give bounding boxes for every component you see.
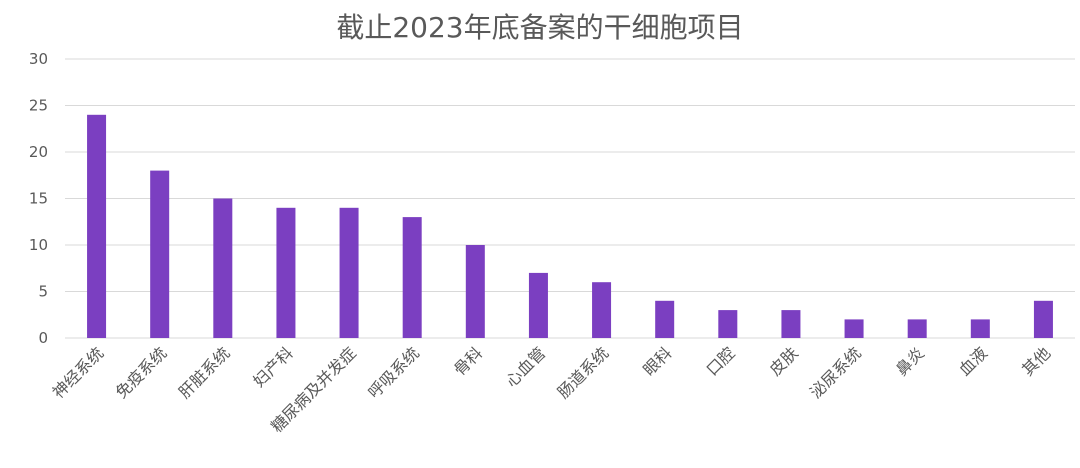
x-tick-label: 呼吸系统 [364, 343, 423, 402]
bar-8 [592, 282, 612, 338]
x-axis-ticks: 神经系统 免疫系统 肝脏系统 妇产科糖尿病及并发症 呼吸系统 骨科 心血管 肠道系统 眼科 口腔皮… [49, 343, 1055, 436]
bar-14 [970, 319, 990, 338]
x-tick-label: 眼科 [639, 343, 675, 379]
y-tick-label: 25 [29, 97, 48, 115]
bar-5 [402, 217, 422, 338]
bar-13 [907, 319, 927, 338]
y-tick-label: 20 [29, 143, 48, 161]
bars [87, 114, 1053, 338]
x-tick-label: 肝脏系统 [175, 343, 234, 402]
bar-9 [655, 300, 675, 338]
x-tick-label: 妇产科 [249, 343, 296, 390]
y-tick-label: 30 [29, 50, 48, 68]
x-tick-label: 泌尿系统 [806, 343, 865, 402]
x-tick-label: 口腔 [703, 343, 739, 379]
x-tick-label: 心血管 [502, 343, 549, 390]
bar-10 [718, 310, 738, 338]
bar-6 [465, 245, 485, 338]
x-tick-label: 骨科 [450, 343, 486, 379]
bar-15 [1033, 300, 1053, 338]
x-tick-label: 鼻炎 [892, 343, 928, 379]
bar-1 [150, 170, 170, 338]
bar-4 [339, 207, 359, 338]
bar-3 [276, 207, 296, 338]
x-tick-label: 神经系统 [49, 343, 108, 402]
x-tick-label: 皮肤 [766, 343, 802, 379]
y-tick-label: 5 [38, 283, 48, 301]
x-tick-label: 血液 [955, 343, 991, 379]
gridlines [65, 58, 1075, 339]
bar-11 [781, 310, 801, 338]
chart-title: 截止2023年底备案的干细胞项目 [336, 11, 744, 44]
y-tick-label: 15 [29, 190, 48, 208]
y-tick-label: 0 [38, 329, 48, 347]
bar-12 [844, 319, 864, 338]
y-tick-label: 10 [29, 236, 48, 254]
bar-7 [528, 272, 548, 338]
x-tick-label: 肠道系统 [554, 343, 613, 402]
bar-0 [87, 114, 107, 338]
x-tick-label: 免疫系统 [112, 343, 171, 402]
x-tick-label: 其他 [1018, 343, 1054, 379]
bar-2 [213, 198, 233, 338]
y-axis-ticks: 0 5 10 15 20 25 30 [29, 50, 48, 347]
